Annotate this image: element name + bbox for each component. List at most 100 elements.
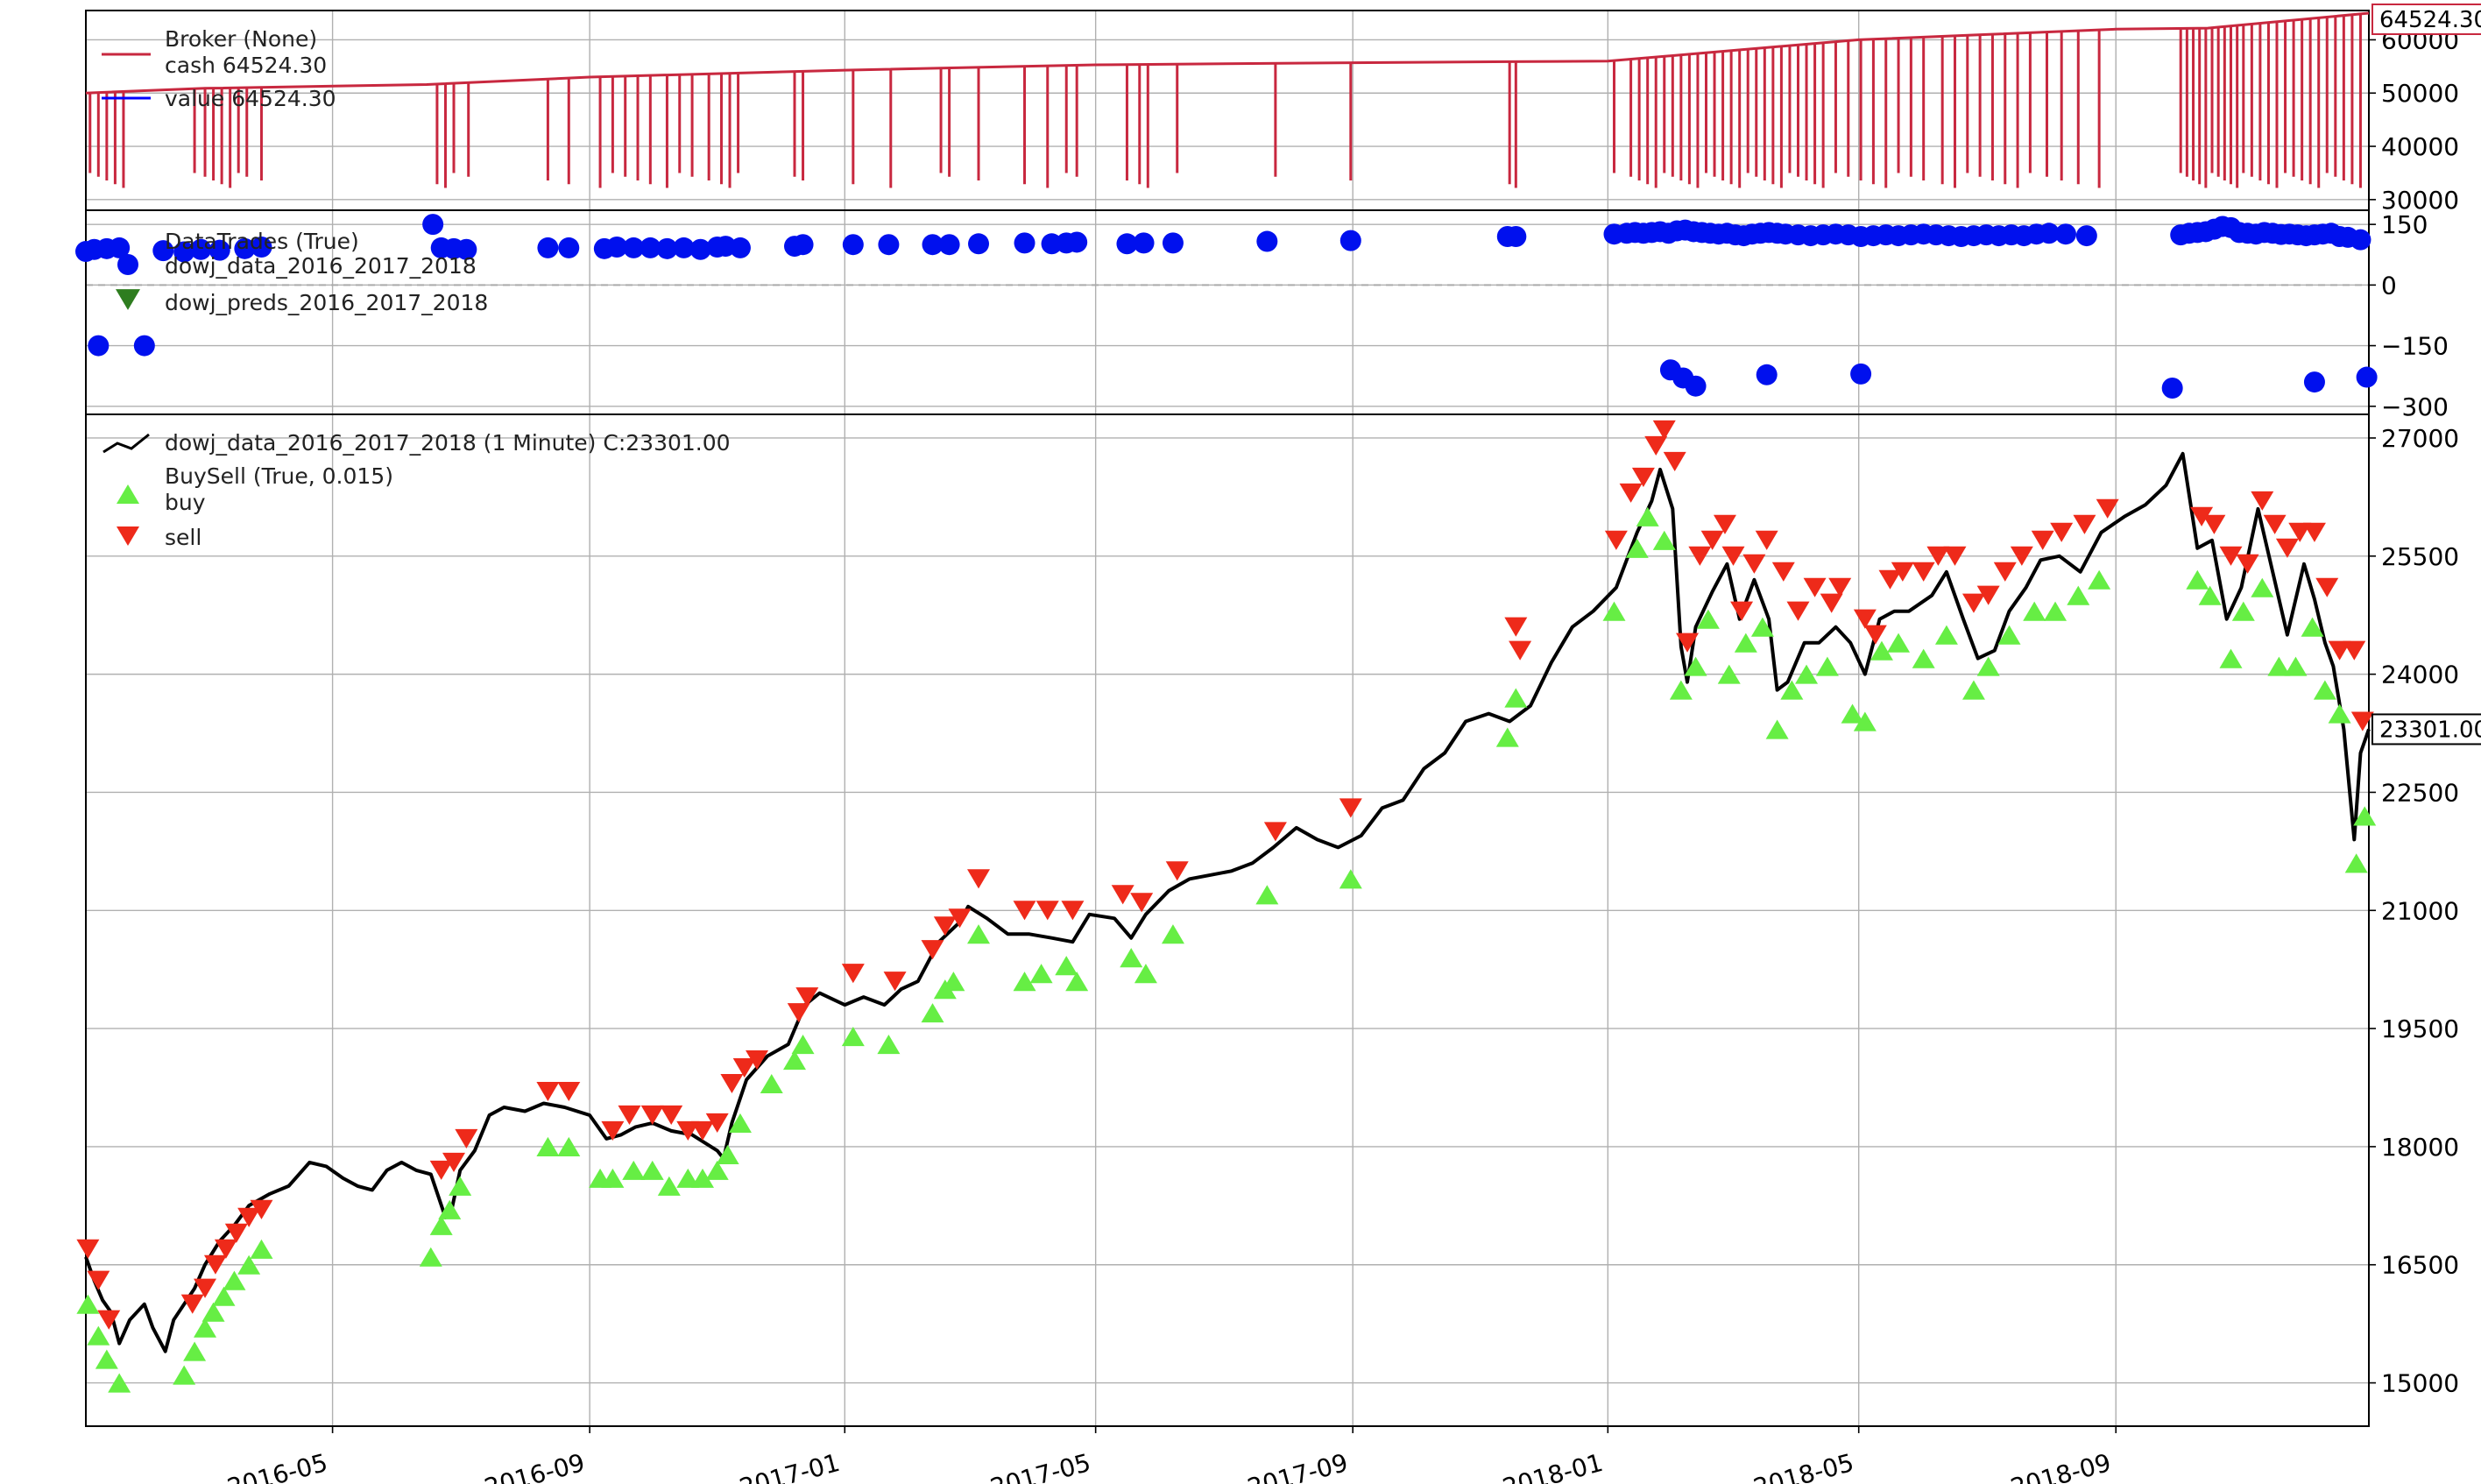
trade-point — [1505, 225, 1527, 247]
buy-marker — [1013, 972, 1036, 992]
buy-marker — [2067, 585, 2090, 605]
buy-marker — [728, 1113, 752, 1133]
sell-marker — [1619, 483, 1643, 503]
price-line — [84, 451, 2371, 1353]
sell-marker — [1688, 546, 1712, 566]
buy-marker — [2088, 569, 2111, 590]
buy-marker — [1750, 617, 1774, 637]
y-tick-label: 30000 — [2381, 186, 2459, 215]
buy-marker — [2267, 656, 2291, 676]
sell-marker — [2050, 522, 2074, 542]
sell-marker — [2010, 546, 2033, 566]
buy-marker — [557, 1136, 581, 1156]
sell-marker — [1730, 601, 1754, 621]
trade-point — [152, 240, 174, 262]
sell-marker — [1755, 530, 1778, 550]
sell-marker — [691, 1120, 715, 1141]
sell-marker — [2328, 640, 2351, 661]
sell-marker — [2288, 522, 2312, 542]
buy-marker — [536, 1136, 560, 1156]
sell-marker — [720, 1073, 744, 1094]
sell-marker — [2343, 640, 2366, 661]
buy-marker — [1717, 664, 1741, 684]
buy-marker — [87, 1325, 110, 1346]
sell-marker — [1803, 577, 1827, 597]
sell-marker — [2202, 514, 2226, 534]
buy-marker — [2313, 680, 2336, 700]
sell-marker — [2251, 491, 2274, 511]
sell-marker — [1820, 593, 1843, 613]
sell-marker — [1993, 562, 2017, 582]
sell-marker — [1111, 885, 1134, 905]
sell-marker — [1891, 562, 1914, 582]
trade-point — [938, 234, 960, 256]
buy-marker — [1255, 885, 1279, 905]
trade-point — [1116, 233, 1138, 255]
sell-marker — [967, 869, 991, 889]
sell-marker — [1631, 467, 1655, 487]
trade-point — [2350, 229, 2371, 251]
sell-marker — [1878, 569, 1902, 590]
trade-point — [842, 234, 864, 256]
y-tick-label: 50000 — [2381, 79, 2459, 108]
sell-marker — [1165, 861, 1189, 881]
sell-marker — [97, 1310, 121, 1330]
sell-marker — [1961, 593, 1985, 613]
y-tick-label: 19500 — [2381, 1014, 2459, 1043]
sell-marker — [214, 1239, 237, 1259]
buy-marker — [212, 1286, 236, 1306]
trade-point — [1339, 230, 1361, 251]
buy-marker — [1161, 924, 1184, 944]
sell-marker — [2302, 522, 2326, 542]
buy-marker — [419, 1247, 442, 1267]
y-tick-label: 15000 — [2381, 1369, 2459, 1398]
buy-marker — [1055, 956, 1078, 976]
buy-marker — [1765, 719, 1789, 739]
buy-marker — [429, 1215, 453, 1235]
buy-marker — [1495, 727, 1519, 747]
sell-legend-label: sell — [165, 525, 201, 550]
trade-point — [1066, 231, 1088, 253]
trade-point — [537, 237, 559, 258]
buy-marker — [760, 1073, 783, 1094]
buy-marker — [173, 1365, 196, 1385]
sell-marker — [1700, 530, 1724, 550]
sell-marker — [2350, 711, 2374, 731]
trade-point — [2038, 223, 2060, 244]
sell-marker — [455, 1128, 478, 1148]
chart-labels: 600005000040000300001500−150−30027000255… — [102, 4, 2481, 1484]
buy-marker — [2044, 601, 2068, 621]
buy-marker — [1853, 711, 1877, 731]
sell-marker — [705, 1113, 729, 1133]
sell-marker — [1976, 585, 2000, 605]
trade-point — [922, 234, 944, 256]
sell-marker — [194, 1278, 217, 1298]
buy-marker — [1841, 703, 1864, 724]
buy-marker — [1795, 664, 1819, 684]
y-tick-label: 27000 — [2381, 424, 2459, 453]
y-tick-label: 25500 — [2381, 542, 2459, 571]
sell-marker — [787, 1003, 810, 1023]
buy-marker — [783, 1049, 807, 1071]
sell-marker — [883, 972, 907, 992]
trade-point — [1256, 230, 1278, 252]
sell-marker — [1339, 798, 1362, 818]
trade-point — [1850, 363, 1872, 385]
sell-marker — [933, 916, 957, 936]
sell-marker — [1771, 562, 1795, 582]
trade-point — [109, 237, 131, 258]
buy-marker — [2219, 648, 2243, 668]
trade-point — [606, 236, 628, 258]
buy-marker — [2251, 577, 2274, 597]
sell-marker — [795, 987, 819, 1007]
buy-marker — [1636, 506, 1659, 526]
trade-point — [1756, 364, 1778, 385]
sell-marker — [224, 1223, 248, 1243]
trades-legend-preds-label: dowj_preds_2016_2017_2018 — [165, 290, 488, 315]
sell-marker — [1061, 901, 1085, 921]
last-value-label: 23301.00 — [2379, 717, 2481, 743]
trades-legend-circle — [117, 254, 138, 275]
sell-marker — [1926, 546, 1950, 566]
y-tick-label: −150 — [2381, 332, 2449, 361]
sell-marker — [76, 1239, 100, 1259]
